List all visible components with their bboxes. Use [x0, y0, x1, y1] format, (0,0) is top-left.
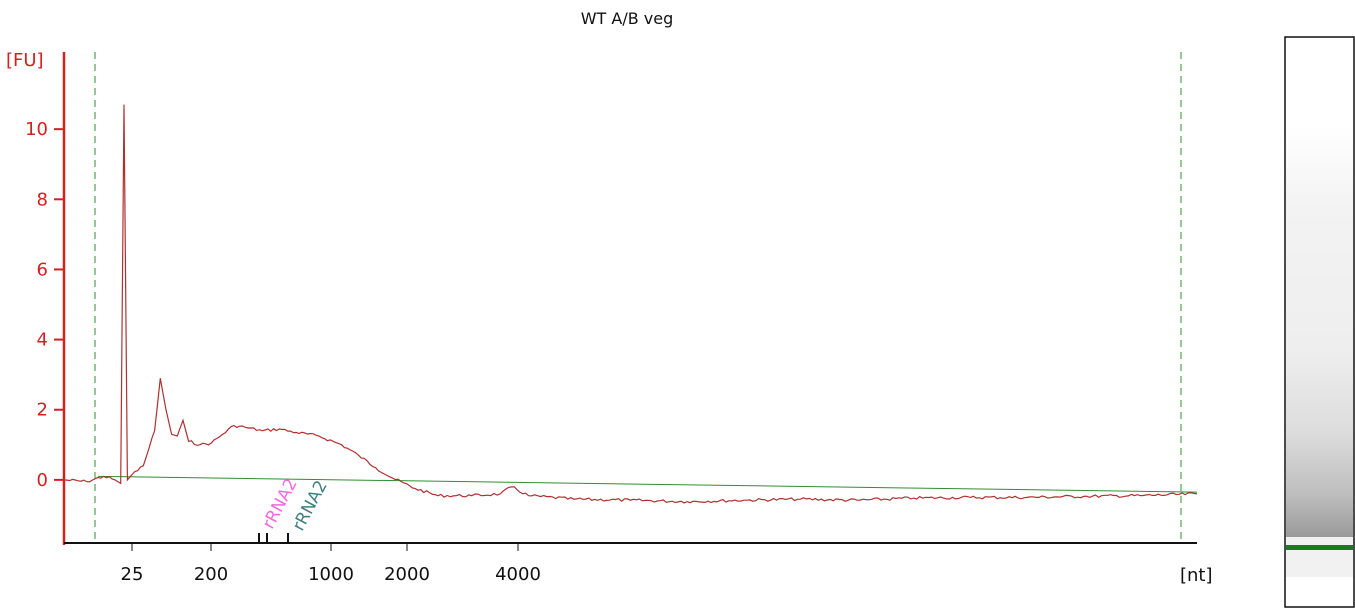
baseline-line — [97, 475, 1198, 493]
trace-line — [63, 104, 1198, 504]
y-tick-label: 10 — [25, 119, 48, 140]
gel-lane — [1284, 36, 1355, 608]
y-tick-label: 4 — [37, 330, 48, 351]
chart-title: WT A/B veg — [581, 9, 674, 28]
y-tick-label: 2 — [37, 400, 48, 421]
x-tick-label: 200 — [194, 564, 228, 585]
x-tick-label: 2000 — [384, 564, 430, 585]
x-ticks: 25 200 1000 2000 4000 — [121, 543, 541, 585]
y-axis-label: [FU] — [6, 50, 44, 71]
x-tick-label: 25 — [121, 564, 144, 585]
y-ticks: 0 2 4 6 8 10 — [25, 119, 64, 491]
gel-lower-region — [1286, 537, 1353, 577]
y-tick-label: 8 — [37, 189, 48, 210]
y-tick-label: 0 — [37, 470, 48, 491]
y-tick-label: 6 — [37, 259, 48, 280]
gel-smear — [1286, 125, 1353, 537]
x-axis-unit: [nt] — [1180, 565, 1213, 586]
x-tick-label: 1000 — [308, 564, 354, 585]
gel-band — [1286, 545, 1353, 550]
x-tick-label: 4000 — [495, 564, 541, 585]
